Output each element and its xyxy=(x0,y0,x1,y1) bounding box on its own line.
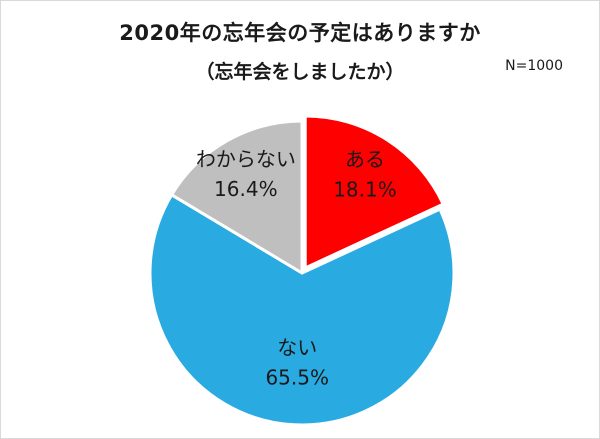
chart-title: 2020年の忘年会の予定はありますか xyxy=(119,21,481,45)
pie-slice-label-wakaranai: わからない 16.4% xyxy=(196,147,296,201)
pie-slice-nai xyxy=(148,193,456,427)
pie-slice-label-nai: ない 65.5% xyxy=(265,336,329,390)
pie-slice-aru xyxy=(303,114,445,270)
pie-slice-wakaranai xyxy=(170,119,304,275)
pie-slice-label-aru: ある 18.1% xyxy=(333,147,397,201)
sample-size-label: N=1000 xyxy=(505,58,563,74)
chart-subtitle: （忘年会をしましたか） xyxy=(195,61,405,83)
